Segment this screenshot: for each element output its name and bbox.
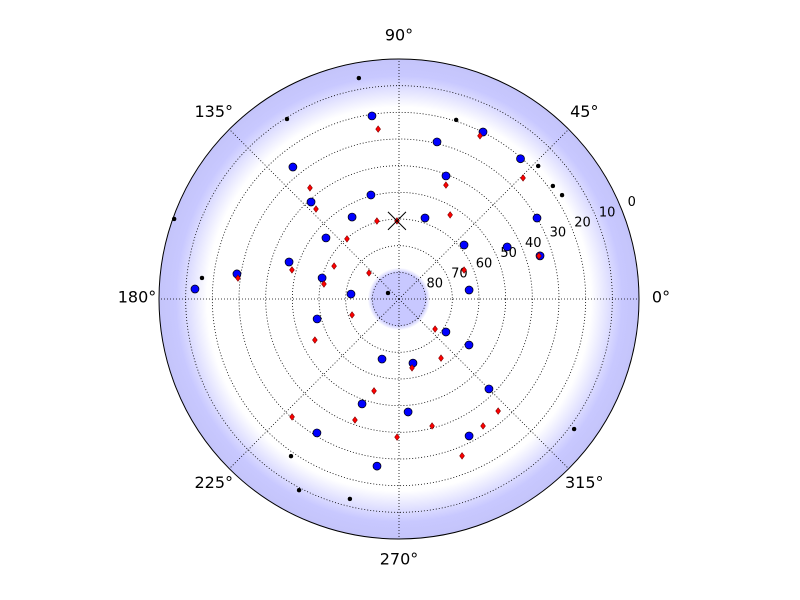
point [171, 216, 177, 222]
point [441, 327, 451, 337]
point [346, 289, 356, 299]
point [321, 233, 331, 243]
theta-tick-label: 135° [194, 102, 233, 121]
point [571, 426, 577, 432]
point [441, 171, 451, 181]
grid-ring [291, 191, 507, 407]
point [289, 266, 295, 274]
point [235, 274, 241, 282]
point [371, 387, 377, 395]
theta-tick-label: 0° [652, 288, 670, 307]
r-tick-label: 80 [426, 277, 443, 292]
point [366, 269, 372, 277]
point [190, 284, 200, 294]
point [516, 154, 525, 164]
point [347, 496, 353, 502]
point [432, 137, 442, 147]
point [495, 407, 501, 415]
point [284, 116, 290, 122]
theta-tick-label: 315° [565, 473, 604, 492]
point [385, 290, 391, 296]
point [366, 190, 376, 200]
point [317, 273, 327, 283]
theta-tick-label: 90° [385, 26, 413, 45]
grid-ring [318, 218, 480, 380]
point [344, 235, 350, 243]
point [502, 242, 512, 252]
point [459, 452, 465, 460]
point [288, 162, 298, 172]
point [313, 205, 319, 213]
point [477, 132, 483, 140]
point [559, 192, 565, 198]
point [377, 354, 387, 364]
point [387, 211, 407, 231]
point [403, 407, 413, 417]
r-tick-label: 30 [550, 226, 567, 241]
point [357, 399, 367, 409]
grid-ring [345, 245, 453, 353]
point [464, 285, 474, 295]
r-tick-label: 60 [476, 256, 493, 271]
point [352, 416, 358, 424]
point [420, 213, 430, 223]
point [464, 340, 474, 350]
point [532, 213, 542, 223]
point [443, 181, 449, 189]
point [356, 75, 362, 81]
outer-frame [158, 58, 640, 540]
grid-spoke [398, 129, 569, 300]
point [289, 413, 295, 421]
point [284, 257, 294, 267]
grid-spoke [398, 298, 569, 469]
point [296, 487, 302, 493]
grid-ring [265, 165, 533, 433]
point [480, 422, 486, 430]
grid-spoke [229, 129, 400, 300]
point [367, 111, 377, 121]
grid-ring [371, 271, 427, 327]
point [372, 461, 382, 471]
r-tick-label: 20 [574, 215, 591, 230]
point [306, 197, 316, 207]
point [550, 183, 556, 189]
r-tick-label: 10 [599, 205, 616, 220]
grid-spoke [229, 298, 400, 469]
point [438, 354, 444, 362]
point [349, 311, 355, 319]
point [461, 266, 467, 274]
point [331, 262, 337, 270]
point [447, 211, 453, 219]
point [199, 275, 205, 281]
point [312, 428, 322, 438]
point [409, 364, 415, 372]
point [347, 212, 357, 222]
point [535, 163, 541, 169]
theta-tick-label: 45° [570, 102, 598, 121]
point [307, 184, 313, 192]
point [321, 280, 327, 288]
point [429, 422, 435, 430]
point [453, 117, 459, 123]
point [459, 240, 469, 250]
point [520, 174, 526, 182]
theta-tick-label: 180° [118, 288, 157, 307]
point [536, 252, 542, 260]
point [312, 314, 322, 324]
theta-tick-label: 270° [380, 550, 419, 569]
point [312, 336, 318, 344]
point [484, 384, 494, 394]
point [432, 325, 438, 333]
point [374, 217, 380, 225]
r-tick-label: 40 [525, 236, 542, 251]
point [394, 433, 400, 441]
r-tick-label: 0 [628, 195, 636, 210]
point [288, 453, 294, 459]
point [464, 431, 474, 441]
point [375, 125, 381, 133]
theta-tick-label: 225° [194, 473, 233, 492]
